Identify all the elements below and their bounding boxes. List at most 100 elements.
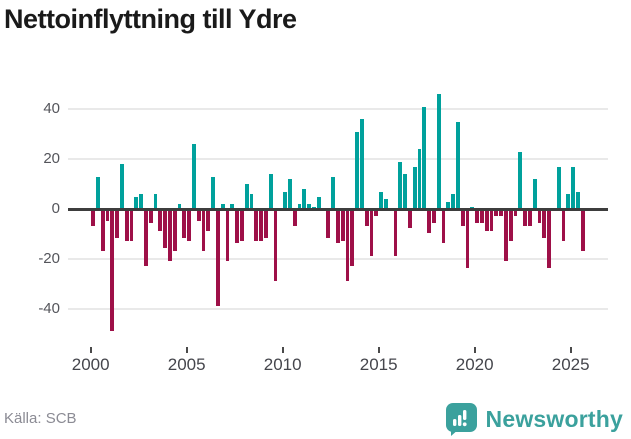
y-axis-tick-label: -20 bbox=[38, 250, 60, 268]
bar bbox=[355, 131, 359, 210]
bar bbox=[297, 204, 302, 210]
gridline-y-20 bbox=[68, 158, 608, 161]
x-axis-tick-label: 2025 bbox=[551, 355, 590, 374]
bar bbox=[292, 210, 297, 226]
bar bbox=[528, 210, 532, 226]
bar bbox=[168, 210, 172, 261]
bar bbox=[244, 184, 249, 210]
bar bbox=[196, 210, 201, 221]
bar bbox=[446, 201, 451, 210]
bar bbox=[148, 210, 153, 224]
bar bbox=[288, 179, 292, 210]
bar bbox=[393, 210, 398, 256]
bar bbox=[331, 176, 335, 210]
bar bbox=[96, 176, 100, 210]
x-axis-tick bbox=[473, 347, 476, 353]
bar bbox=[561, 210, 566, 241]
source-caption: Källa: SCB bbox=[4, 410, 77, 427]
bar bbox=[316, 196, 321, 210]
x-axis-tick bbox=[569, 347, 572, 353]
bar bbox=[408, 210, 412, 229]
bar bbox=[144, 210, 148, 266]
bar bbox=[489, 210, 494, 231]
bar bbox=[124, 210, 129, 241]
bar bbox=[110, 210, 115, 331]
bar bbox=[326, 210, 331, 239]
bar bbox=[566, 194, 571, 210]
bar bbox=[532, 179, 537, 210]
bar bbox=[576, 191, 580, 210]
bar bbox=[216, 210, 220, 306]
bar bbox=[422, 106, 427, 210]
bar bbox=[211, 176, 215, 210]
bar bbox=[542, 210, 547, 239]
x-axis-tick bbox=[281, 347, 284, 353]
gridline-y--20 bbox=[68, 258, 608, 261]
bar bbox=[484, 210, 489, 231]
bar bbox=[451, 194, 455, 210]
y-axis-tick-label: 0 bbox=[51, 200, 60, 218]
bar bbox=[508, 210, 513, 241]
bar bbox=[456, 121, 460, 210]
bar bbox=[345, 210, 350, 281]
bar bbox=[417, 149, 422, 210]
bar bbox=[340, 210, 345, 241]
bar bbox=[494, 210, 499, 216]
x-axis-tick bbox=[185, 347, 188, 353]
bar bbox=[254, 210, 259, 241]
bar bbox=[158, 210, 163, 231]
bar bbox=[100, 210, 105, 251]
bar bbox=[374, 210, 379, 216]
x-axis-tick-label: 2010 bbox=[263, 355, 302, 374]
bar bbox=[480, 210, 484, 224]
bar bbox=[268, 174, 273, 210]
bar bbox=[364, 210, 369, 226]
bar bbox=[547, 210, 551, 269]
y-axis-tick-label: 20 bbox=[43, 150, 60, 168]
bar bbox=[384, 199, 388, 210]
newsworthy-logo-text: Newsworthy bbox=[485, 406, 623, 432]
bar bbox=[336, 210, 340, 244]
newsworthy-logo[interactable]: Newsworthy bbox=[445, 402, 623, 437]
bar bbox=[518, 151, 523, 210]
bar bbox=[465, 210, 470, 269]
bar bbox=[398, 161, 403, 210]
bar bbox=[192, 144, 196, 210]
y-axis-tick-label: -40 bbox=[38, 300, 60, 318]
bar bbox=[182, 210, 187, 239]
bar bbox=[571, 166, 575, 210]
bar bbox=[379, 191, 383, 210]
bar bbox=[163, 210, 167, 249]
bar bbox=[120, 164, 124, 210]
bar bbox=[369, 210, 374, 256]
bar bbox=[302, 189, 307, 210]
x-axis-tick-label: 2020 bbox=[455, 355, 494, 374]
bar-chart-plot-area: 40 20 0 -20 -40 2000 2005 2010 2015 2020 2025 bbox=[38, 85, 608, 374]
bar bbox=[350, 210, 355, 266]
bar bbox=[235, 210, 239, 244]
bar bbox=[499, 210, 503, 216]
x-axis-tick bbox=[377, 347, 380, 353]
bar bbox=[240, 210, 244, 241]
bar bbox=[264, 210, 268, 239]
bar bbox=[441, 210, 446, 244]
bar bbox=[129, 210, 134, 241]
bar bbox=[403, 174, 407, 210]
x-axis-tick-label: 2005 bbox=[167, 355, 206, 374]
y-axis-tick-label: 40 bbox=[43, 100, 60, 118]
bar bbox=[220, 204, 225, 210]
x-axis-tick bbox=[89, 347, 92, 353]
gridline-y--40 bbox=[68, 308, 608, 311]
bar bbox=[283, 191, 287, 210]
bar bbox=[134, 196, 139, 210]
bar bbox=[460, 210, 465, 226]
bar bbox=[249, 194, 254, 210]
bar bbox=[91, 210, 95, 226]
bar bbox=[187, 210, 191, 241]
bar bbox=[115, 210, 119, 239]
bar bbox=[470, 206, 475, 210]
zero-axis-line bbox=[68, 208, 608, 212]
bar bbox=[412, 166, 417, 210]
bar bbox=[537, 210, 542, 224]
bar bbox=[504, 210, 508, 261]
